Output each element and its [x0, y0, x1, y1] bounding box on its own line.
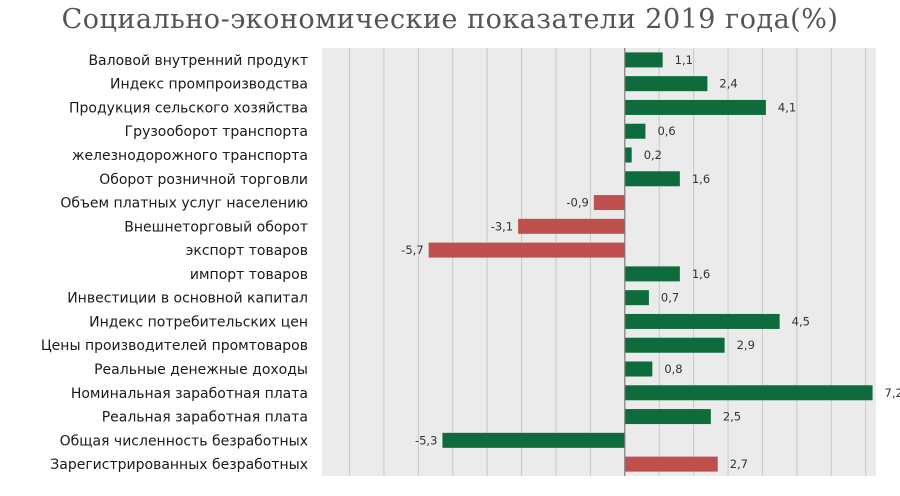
bar	[624, 52, 663, 68]
data-label: 2,9	[737, 338, 755, 352]
category-label: Продукция сельского хозяйства	[69, 100, 308, 116]
data-label: 2,7	[730, 457, 748, 471]
category-label: импорт товаров	[190, 267, 308, 283]
bar	[624, 409, 711, 425]
data-label: 4,1	[778, 100, 796, 114]
bar	[428, 242, 625, 258]
bar	[624, 266, 680, 282]
data-label: 1,6	[692, 267, 710, 281]
bar	[624, 385, 873, 401]
category-label: Индекс потребительских цен	[89, 314, 308, 330]
data-label: 2,4	[719, 77, 737, 91]
data-label: 0,6	[657, 124, 675, 138]
category-label: Объем платных услуг населению	[60, 196, 308, 212]
category-label: Инвестиции в основной капитал	[67, 291, 308, 307]
data-label: 0,7	[661, 291, 679, 305]
data-label: -5,7	[401, 243, 423, 257]
bar	[624, 456, 718, 472]
bar	[624, 147, 632, 163]
data-label: 0,8	[664, 362, 682, 376]
category-label: Цены производителей промтоваров	[41, 338, 308, 354]
category-label: Реальная заработная плата	[102, 410, 308, 426]
category-label: Общая численность безработных	[60, 433, 308, 449]
data-label: -3,1	[491, 219, 513, 233]
data-label: 2,5	[723, 410, 741, 424]
bar	[624, 290, 649, 306]
category-label: Зарегистрированных безработных	[50, 457, 308, 473]
data-label: -0,9	[566, 196, 588, 210]
bar	[593, 195, 625, 211]
plot-area	[322, 48, 876, 476]
category-label: железнодорожного транспорта	[72, 148, 308, 164]
bar	[442, 432, 625, 448]
bar	[518, 218, 625, 234]
bar	[624, 123, 646, 139]
bar	[624, 171, 680, 187]
category-label: Реальные денежные доходы	[94, 362, 308, 378]
bar	[624, 313, 780, 329]
category-label: Индекс промпроизводства	[110, 77, 308, 93]
category-label: Номинальная заработная плата	[71, 386, 308, 402]
bar	[624, 361, 653, 377]
category-label: Внешнеторговый оборот	[124, 219, 308, 235]
category-label: Оборот розничной торговли	[99, 172, 308, 188]
bar	[624, 99, 766, 115]
bar	[624, 76, 708, 92]
data-label: 1,1	[675, 53, 693, 67]
chart-title: Социально-экономические показатели 2019 …	[61, 4, 839, 35]
category-label: экспорт товаров	[186, 243, 308, 259]
data-label: 7,2	[885, 386, 900, 400]
category-label: Валовой внутренний продукт	[88, 53, 308, 69]
data-label: 1,6	[692, 172, 710, 186]
bar	[624, 337, 725, 353]
data-label: 4,5	[792, 314, 810, 328]
data-label: -5,3	[415, 433, 437, 447]
category-label: Грузооборот транспорта	[125, 124, 308, 140]
data-label: 0,2	[644, 148, 662, 162]
